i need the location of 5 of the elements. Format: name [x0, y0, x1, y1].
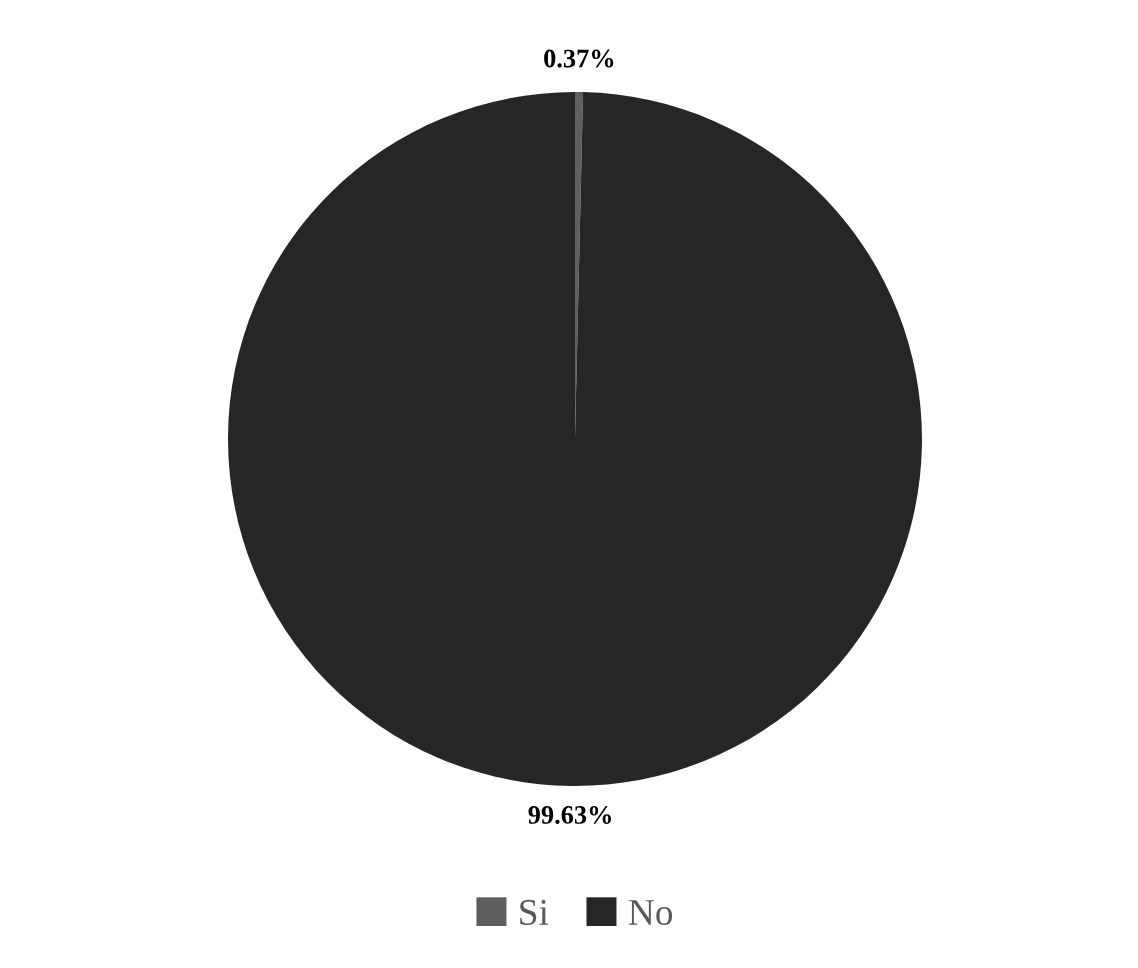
legend-label: No: [628, 900, 673, 926]
data-label: 0.37%: [544, 49, 614, 68]
legend-label: Si: [520, 899, 549, 926]
data-label: 99.63%: [528, 806, 612, 824]
pie-slice: [228, 92, 922, 786]
